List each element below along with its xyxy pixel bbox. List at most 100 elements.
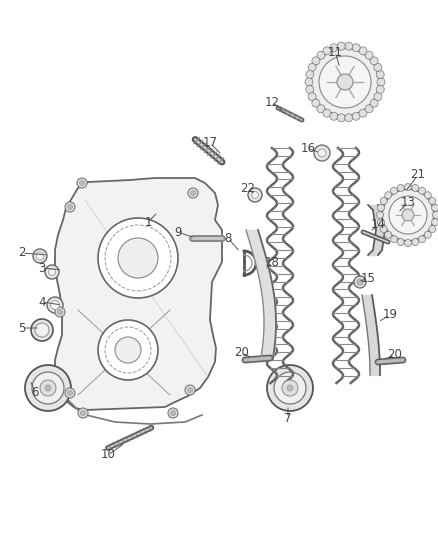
Circle shape xyxy=(405,183,411,190)
Circle shape xyxy=(50,301,60,310)
Text: 13: 13 xyxy=(401,196,415,208)
Circle shape xyxy=(318,149,326,157)
Circle shape xyxy=(380,225,387,232)
Text: 17: 17 xyxy=(202,136,218,149)
Circle shape xyxy=(80,181,85,185)
Circle shape xyxy=(55,307,65,317)
Circle shape xyxy=(57,310,63,314)
Circle shape xyxy=(274,372,306,404)
Circle shape xyxy=(65,388,75,398)
Circle shape xyxy=(424,231,431,238)
Circle shape xyxy=(168,408,178,418)
Circle shape xyxy=(330,112,338,120)
Circle shape xyxy=(352,44,360,52)
Text: 7: 7 xyxy=(284,411,292,424)
Circle shape xyxy=(115,337,141,363)
Circle shape xyxy=(317,105,325,113)
Circle shape xyxy=(118,238,158,278)
Circle shape xyxy=(365,51,373,59)
Circle shape xyxy=(377,212,384,219)
Text: 4: 4 xyxy=(38,295,46,309)
Circle shape xyxy=(78,408,88,418)
Circle shape xyxy=(187,387,192,392)
Circle shape xyxy=(365,105,373,113)
Text: 1: 1 xyxy=(144,215,152,229)
Circle shape xyxy=(33,249,47,263)
Text: 8: 8 xyxy=(224,231,232,245)
Circle shape xyxy=(98,218,178,298)
Text: 20: 20 xyxy=(388,349,403,361)
Circle shape xyxy=(98,320,158,380)
Circle shape xyxy=(337,74,353,90)
Circle shape xyxy=(81,410,85,416)
Circle shape xyxy=(374,63,382,71)
Circle shape xyxy=(49,269,56,276)
Circle shape xyxy=(357,279,363,285)
Circle shape xyxy=(385,231,392,238)
Circle shape xyxy=(47,297,63,313)
Circle shape xyxy=(308,63,316,71)
Circle shape xyxy=(170,410,176,416)
Text: 22: 22 xyxy=(240,182,255,195)
Text: 3: 3 xyxy=(38,262,46,274)
Circle shape xyxy=(40,380,56,396)
Circle shape xyxy=(311,48,379,116)
Circle shape xyxy=(359,109,367,117)
Circle shape xyxy=(65,202,75,212)
Circle shape xyxy=(352,112,360,120)
Circle shape xyxy=(282,380,298,396)
Circle shape xyxy=(397,184,404,191)
Circle shape xyxy=(370,99,378,107)
Circle shape xyxy=(25,365,71,411)
Text: 2: 2 xyxy=(18,246,26,260)
Circle shape xyxy=(312,99,320,107)
Circle shape xyxy=(429,225,436,232)
Circle shape xyxy=(36,252,44,260)
Circle shape xyxy=(314,145,330,161)
Text: 6: 6 xyxy=(31,385,39,399)
Circle shape xyxy=(431,204,438,211)
Circle shape xyxy=(77,178,87,188)
Circle shape xyxy=(45,265,59,279)
Circle shape xyxy=(67,391,73,395)
Circle shape xyxy=(337,42,345,50)
Circle shape xyxy=(251,191,258,198)
Circle shape xyxy=(418,236,425,243)
Circle shape xyxy=(45,385,51,391)
Circle shape xyxy=(389,196,427,234)
Circle shape xyxy=(248,188,262,202)
Circle shape xyxy=(67,205,73,209)
Circle shape xyxy=(378,219,385,226)
Polygon shape xyxy=(55,178,222,410)
Text: 18: 18 xyxy=(265,255,279,269)
Circle shape xyxy=(376,70,384,78)
Circle shape xyxy=(330,44,338,52)
Circle shape xyxy=(418,187,425,194)
Circle shape xyxy=(431,219,438,226)
Text: 19: 19 xyxy=(382,309,398,321)
Circle shape xyxy=(378,204,385,211)
Circle shape xyxy=(370,57,378,65)
Circle shape xyxy=(345,114,353,122)
Circle shape xyxy=(306,70,314,78)
Circle shape xyxy=(287,385,293,391)
Circle shape xyxy=(323,47,331,55)
Circle shape xyxy=(323,109,331,117)
Circle shape xyxy=(424,192,431,199)
Circle shape xyxy=(306,85,314,93)
Circle shape xyxy=(185,385,195,395)
Circle shape xyxy=(385,192,392,199)
Text: 12: 12 xyxy=(265,95,279,109)
Circle shape xyxy=(405,239,411,246)
Circle shape xyxy=(429,198,436,205)
Circle shape xyxy=(391,187,398,194)
Circle shape xyxy=(308,93,316,101)
Circle shape xyxy=(312,57,320,65)
Circle shape xyxy=(374,93,382,101)
Circle shape xyxy=(412,184,419,191)
Circle shape xyxy=(382,189,434,241)
Circle shape xyxy=(391,236,398,243)
Circle shape xyxy=(188,188,198,198)
Text: 5: 5 xyxy=(18,321,26,335)
Circle shape xyxy=(317,51,325,59)
